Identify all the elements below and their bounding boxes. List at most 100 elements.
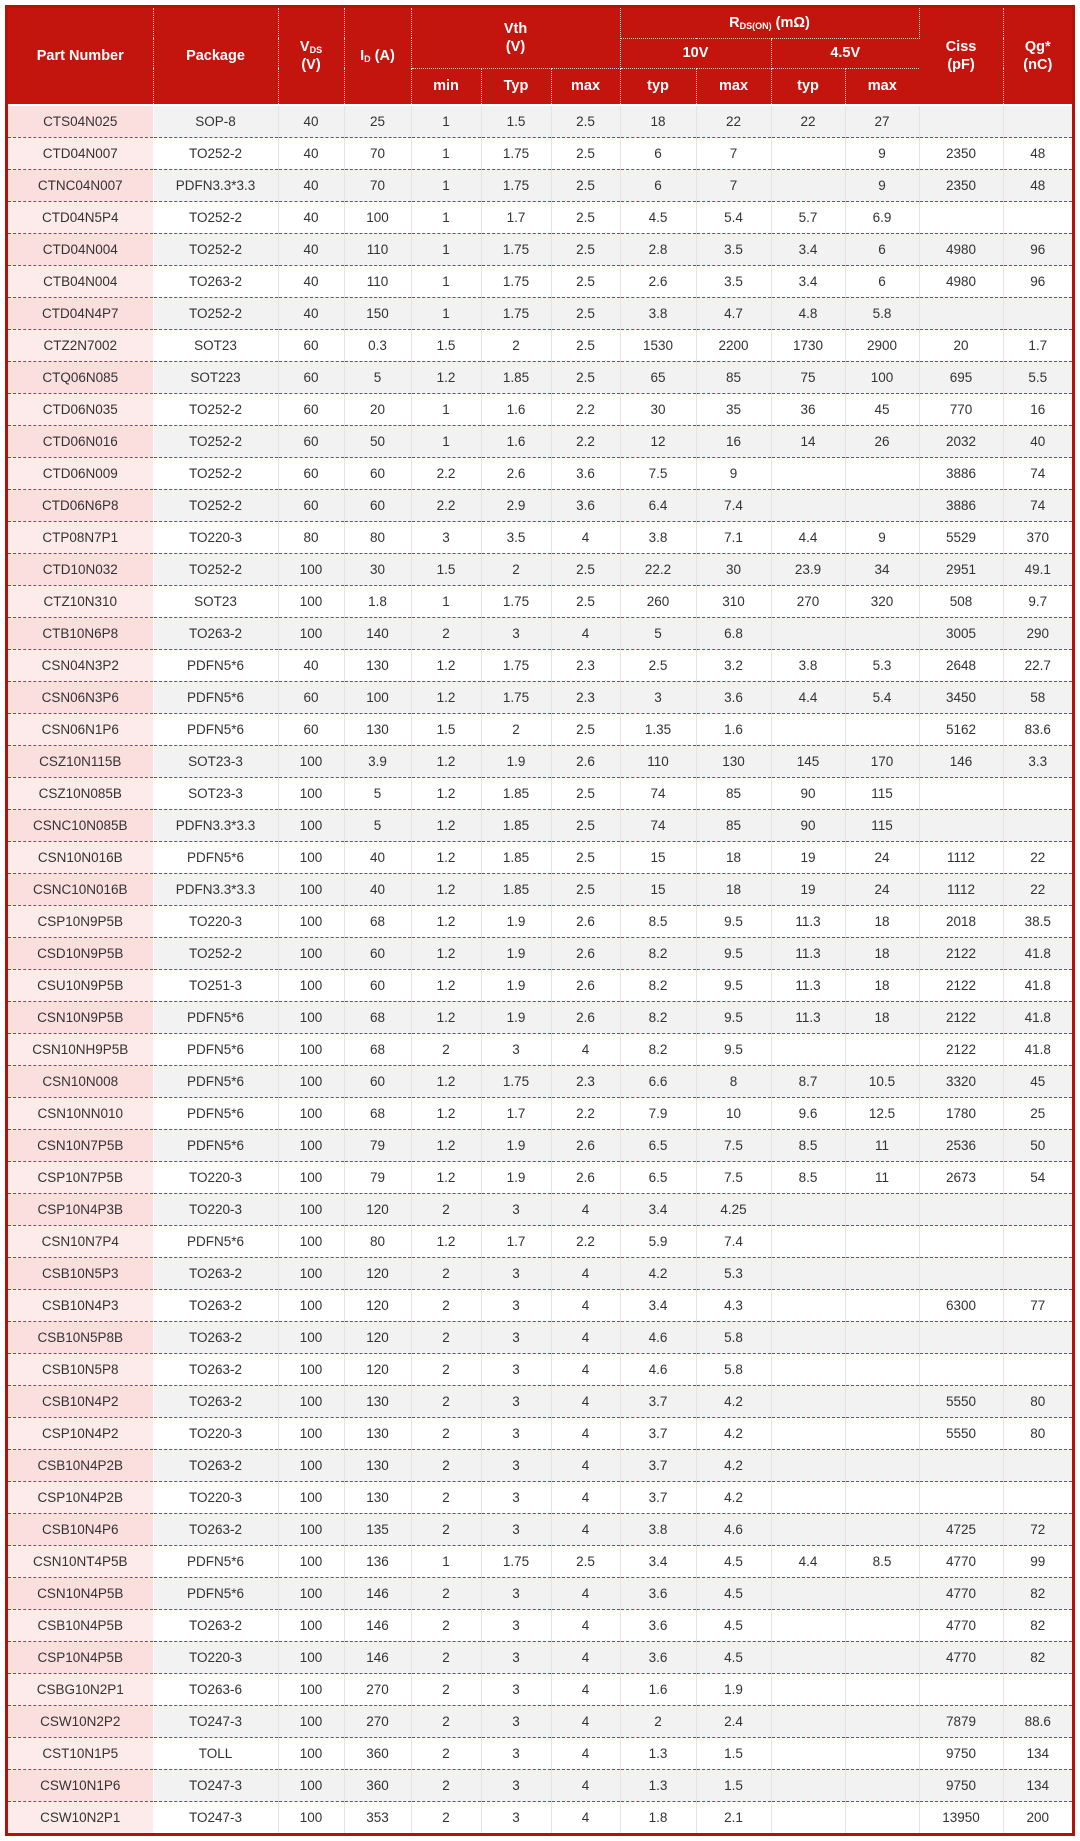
data-cell: 6.4: [620, 488, 697, 521]
data-cell: 5: [344, 776, 412, 809]
data-cell: 5.8: [845, 296, 920, 329]
mosfet-selection-table-container: Part Number Package VDS (V) ID (A) Vth (…: [5, 5, 1075, 1836]
data-cell: 40: [278, 648, 345, 681]
data-cell: [771, 1672, 846, 1705]
data-cell: 4.3: [696, 1288, 772, 1321]
data-cell: TO263-2: [153, 1288, 279, 1321]
data-cell: 9: [845, 168, 920, 201]
data-cell: 9.6: [771, 1096, 846, 1129]
data-cell: 1.6: [696, 712, 772, 745]
data-cell: 85: [696, 808, 772, 841]
data-cell: [771, 1224, 846, 1257]
data-cell: 1.75: [481, 584, 552, 617]
data-cell: 2536: [919, 1128, 1004, 1161]
data-cell: 146: [344, 1640, 412, 1673]
data-cell: 1.2: [411, 840, 482, 873]
part-number-cell: CTD06N6P8: [8, 488, 154, 521]
data-cell: 3.6: [551, 456, 621, 489]
data-cell: 6.5: [620, 1128, 697, 1161]
data-cell: 18: [845, 1000, 920, 1033]
data-cell: 4.2: [696, 1448, 772, 1481]
data-cell: 40: [278, 168, 345, 201]
data-cell: 8.5: [771, 1160, 846, 1193]
data-cell: 85: [696, 360, 772, 393]
data-cell: TO252-2: [153, 456, 279, 489]
table-row: CSB10N4P5B TO263-2 100 146 2 3 4 3.6 4.5 4770 82: [8, 1608, 1073, 1641]
data-cell: SOT23-3: [153, 776, 279, 809]
data-cell: 22: [771, 104, 846, 137]
data-cell: 1.2: [411, 1000, 482, 1033]
table-row: CSP10N4P3B TO220-3 100 120 2 3 4 3.4 4.25: [8, 1192, 1073, 1225]
data-cell: 36: [771, 392, 846, 425]
data-cell: [771, 1288, 846, 1321]
data-cell: 2.5: [551, 296, 621, 329]
table-row: CSB10N4P2 TO263-2 100 130 2 3 4 3.7 4.2 5550 80: [8, 1384, 1073, 1417]
data-cell: 3450: [919, 680, 1004, 713]
data-cell: 2: [411, 616, 482, 649]
part-number-cell: CSZ10N085B: [8, 776, 154, 809]
data-cell: TO252-2: [153, 200, 279, 233]
data-cell: 3.7: [620, 1416, 697, 1449]
data-cell: 3.6: [620, 1576, 697, 1609]
data-cell: 2.6: [551, 1160, 621, 1193]
data-cell: 1112: [919, 872, 1004, 905]
data-cell: 3.8: [620, 296, 697, 329]
data-cell: 9.5: [696, 1000, 772, 1033]
data-cell: 1.3: [620, 1736, 697, 1769]
data-cell: 82: [1003, 1576, 1073, 1609]
data-cell: 11.3: [771, 904, 846, 937]
data-cell: 2: [411, 1736, 482, 1769]
part-number-cell: CSN10N4P5B: [8, 1576, 154, 1609]
part-number-cell: CSN10NH9P5B: [8, 1032, 154, 1065]
table-row: CST10N1P5 TOLL 100 360 2 3 4 1.3 1.5 9750 134: [8, 1736, 1073, 1769]
table-row: CTD10N032 TO252-2 100 30 1.5 2 2.5 22.2 30 23.9 34…: [8, 552, 1073, 585]
data-cell: 5550: [919, 1384, 1004, 1417]
data-cell: 2: [411, 1480, 482, 1513]
data-cell: 146: [919, 744, 1004, 777]
data-cell: 100: [278, 1608, 345, 1641]
data-cell: 1.9: [481, 1160, 552, 1193]
data-cell: [845, 456, 920, 489]
table-row: CSP10N9P5B TO220-3 100 68 1.2 1.9 2.6 8.5 9.5 11.…: [8, 904, 1073, 937]
data-cell: 19: [771, 840, 846, 873]
part-number-cell: CSN10N7P4: [8, 1224, 154, 1257]
part-number-cell: CTQ06N085: [8, 360, 154, 393]
data-cell: 134: [1003, 1768, 1073, 1801]
data-cell: 1.8: [344, 584, 412, 617]
part-number-cell: CSN10N016B: [8, 840, 154, 873]
data-cell: 2: [411, 1288, 482, 1321]
data-cell: 60: [278, 456, 345, 489]
col-header-vth-min: min: [411, 68, 482, 106]
data-cell: [1003, 296, 1073, 329]
data-cell: 2.5: [551, 808, 621, 841]
part-number-cell: CSN10N9P5B: [8, 1000, 154, 1033]
data-cell: 70: [344, 168, 412, 201]
data-cell: 2.5: [551, 712, 621, 745]
table-row: CTP08N7P1 TO220-3 80 80 3 3.5 4 3.8 7.1 4.4 9 5529 3…: [8, 520, 1073, 553]
data-cell: 130: [344, 1384, 412, 1417]
data-cell: 2032: [919, 424, 1004, 457]
data-cell: 100: [278, 840, 345, 873]
table-row: CTQ06N085 SOT223 60 5 1.2 1.85 2.5 65 85 75 100 695…: [8, 360, 1073, 393]
data-cell: 4770: [919, 1576, 1004, 1609]
data-cell: 3: [481, 1448, 552, 1481]
data-cell: 1.2: [411, 1160, 482, 1193]
part-number-cell: CSB10N4P2: [8, 1384, 154, 1417]
data-cell: 100: [344, 680, 412, 713]
data-cell: 110: [344, 264, 412, 297]
col-group-vth: Vth (V): [411, 8, 621, 69]
data-cell: 4.4: [771, 680, 846, 713]
data-cell: [845, 1640, 920, 1673]
part-number-cell: CTP08N7P1: [8, 520, 154, 553]
data-cell: 11.3: [771, 936, 846, 969]
data-cell: 8.2: [620, 1000, 697, 1033]
data-cell: 100: [278, 1320, 345, 1353]
data-cell: 8.5: [771, 1128, 846, 1161]
data-cell: PDFN5*6: [153, 840, 279, 873]
col-header-ciss: Ciss (pF): [919, 8, 1004, 106]
data-cell: 74: [620, 776, 697, 809]
data-cell: [845, 488, 920, 521]
data-cell: PDFN3.3*3.3: [153, 872, 279, 905]
data-cell: 3886: [919, 488, 1004, 521]
data-cell: 2: [481, 712, 552, 745]
